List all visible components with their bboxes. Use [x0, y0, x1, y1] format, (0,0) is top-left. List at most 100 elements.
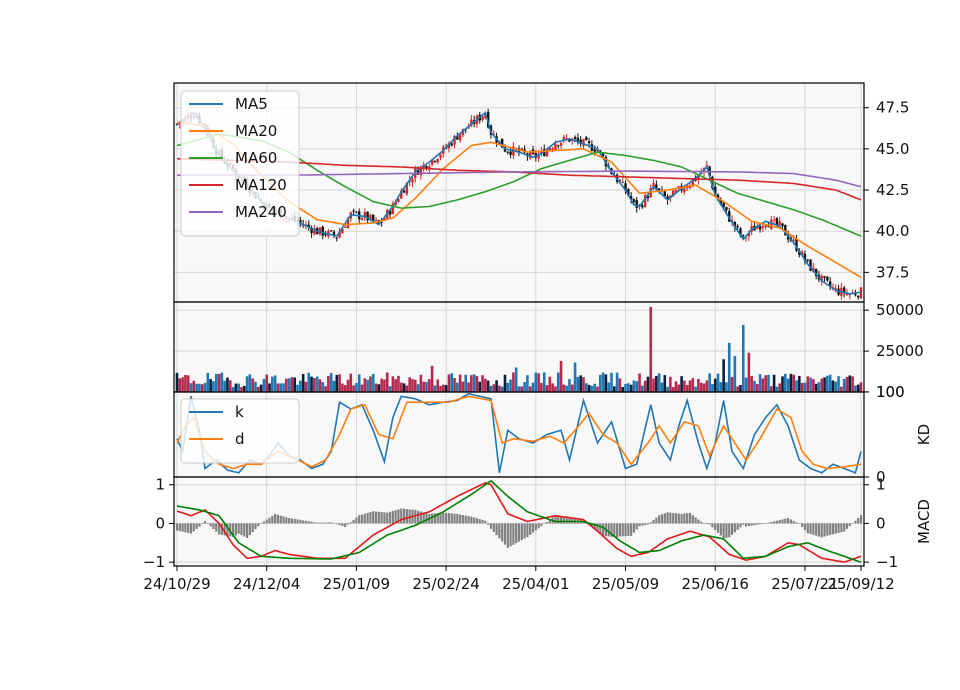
- volume-bar: [369, 376, 372, 392]
- macd-histogram-bar: [747, 523, 750, 527]
- macd-histogram-bar: [540, 523, 543, 527]
- volume-bar: [290, 377, 294, 392]
- volume-bar: [739, 385, 742, 392]
- volume-bar: [834, 381, 838, 392]
- volume-bar: [234, 383, 238, 392]
- volume-bar: [498, 385, 501, 392]
- volume-bar: [262, 378, 266, 392]
- macd-histogram-bar: [798, 523, 801, 524]
- candle-body: [579, 139, 582, 144]
- volume-bar: [795, 380, 798, 392]
- candle-body: [346, 218, 350, 228]
- macd-histogram-bar: [470, 516, 473, 524]
- volume-bar: [570, 384, 574, 392]
- macd-histogram-bar: [509, 523, 512, 547]
- volume-bar: [189, 383, 193, 392]
- volume-bar: [268, 383, 271, 392]
- volume-bar: [265, 374, 269, 392]
- macd-histogram-bar: [304, 520, 308, 524]
- candle-body: [593, 149, 596, 152]
- macd-histogram-bar: [341, 523, 344, 527]
- candle-body: [761, 226, 765, 228]
- price-legend: MA5 MA20 MA60 MA120 MA240: [180, 90, 300, 237]
- macd-histogram-bar: [778, 520, 781, 524]
- macd-histogram-bar: [851, 523, 854, 524]
- volume-bar: [447, 374, 451, 392]
- macd-histogram-bar: [209, 523, 212, 527]
- volume-bar: [540, 382, 543, 392]
- candle-body: [655, 184, 658, 189]
- volume-bar: [750, 375, 753, 392]
- volume-bar: [391, 376, 395, 392]
- volume-bar: [251, 378, 254, 392]
- volume-bar: [531, 382, 535, 392]
- candle-body: [641, 205, 644, 208]
- candle-body: [369, 215, 372, 220]
- macd-histogram-bar: [562, 516, 565, 524]
- volume-bar: [512, 372, 515, 392]
- volume-bar: [826, 375, 829, 392]
- volume-bar: [377, 384, 381, 392]
- macd-histogram-bar: [346, 523, 350, 525]
- volume-bar: [534, 372, 538, 392]
- volume-bar: [579, 375, 582, 392]
- volume-bar: [792, 374, 796, 392]
- macd-histogram-bar: [248, 523, 251, 536]
- macd-histogram-bar: [383, 512, 386, 524]
- candle-body: [329, 230, 333, 232]
- macd-histogram-bar: [730, 523, 734, 535]
- macd-histogram-bar: [464, 515, 467, 524]
- macd-histogram-bar: [646, 523, 650, 525]
- candle-body: [856, 295, 860, 298]
- price-tick-label: 42.5: [876, 181, 909, 199]
- macd-histogram-bar: [206, 523, 209, 524]
- candle-body: [405, 182, 409, 195]
- candle-body: [845, 293, 849, 295]
- volume-bar: [436, 379, 440, 392]
- candle-body: [635, 200, 638, 208]
- macd-histogram-bar: [271, 515, 274, 524]
- volume-bar: [467, 382, 470, 392]
- macd-histogram-bar: [688, 512, 692, 524]
- volume-bar: [492, 384, 496, 392]
- candle-body: [543, 149, 546, 157]
- macd-histogram-bar: [767, 522, 770, 524]
- candle-body: [402, 190, 406, 193]
- macd-histogram-bar: [442, 512, 445, 524]
- macd-histogram-bar: [245, 523, 249, 538]
- volume-bar: [242, 385, 246, 392]
- volume-bar: [276, 383, 280, 392]
- macd-histogram-bar: [686, 513, 689, 524]
- candle-body: [481, 116, 484, 120]
- macd-histogram-bar: [237, 523, 240, 534]
- macd-histogram-bar: [848, 523, 851, 527]
- candle-body: [500, 138, 504, 148]
- volume-bar: [800, 382, 804, 392]
- macd-right-tick-label: −1: [876, 553, 898, 571]
- volume-bar: [520, 386, 524, 392]
- price-legend-label: MA5: [235, 95, 268, 113]
- price-legend-label: MA120: [235, 176, 287, 194]
- volume-bar: [411, 379, 414, 392]
- macd-histogram-bar: [795, 522, 798, 524]
- volume-bar: [736, 386, 739, 392]
- macd-histogram-bar: [450, 513, 453, 524]
- volume-bar: [823, 377, 826, 392]
- macd-histogram-bar: [481, 519, 484, 524]
- macd-histogram-bar: [728, 523, 731, 538]
- macd-signal-line: [176, 479, 862, 563]
- macd-histogram-bar: [330, 522, 333, 524]
- volume-bar: [489, 385, 493, 392]
- volume-bar: [254, 381, 257, 392]
- volume-bar: [753, 380, 756, 392]
- volume-bar: [366, 379, 369, 392]
- macd-histogram-bar: [290, 518, 294, 524]
- candle-body: [430, 159, 434, 165]
- candle-body: [775, 218, 779, 225]
- price-legend-label: MA240: [235, 203, 287, 221]
- candle-body: [363, 212, 367, 218]
- candle-body: [321, 226, 324, 236]
- candle-body: [458, 134, 462, 141]
- candle-body: [310, 227, 313, 233]
- macd-histogram-bar: [251, 523, 254, 533]
